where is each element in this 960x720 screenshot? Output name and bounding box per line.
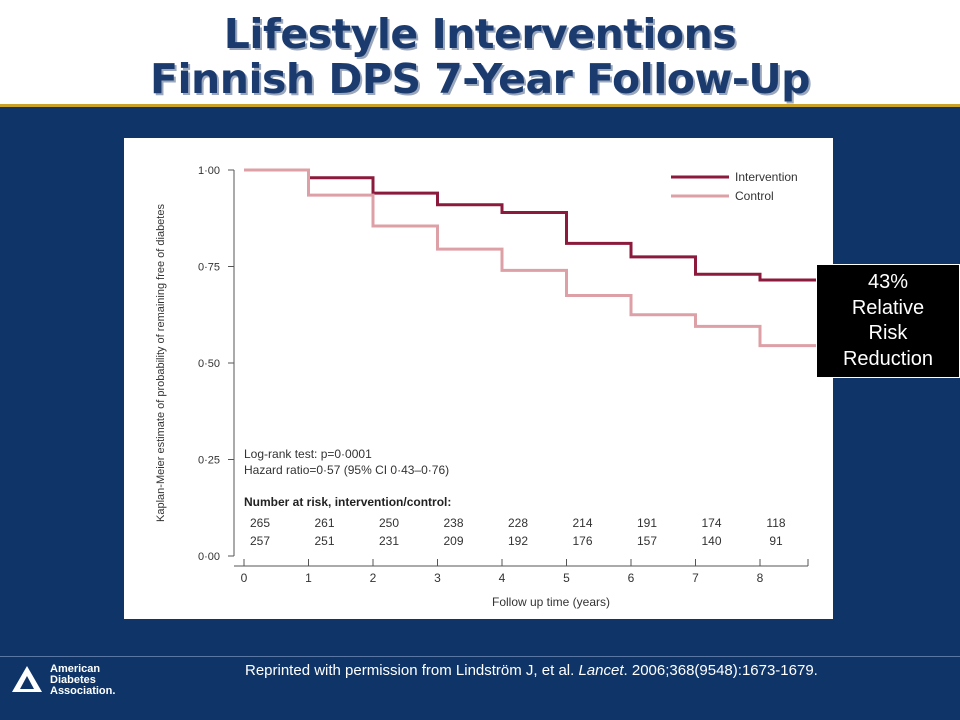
logo-line: Association. [50,685,116,697]
km-chart: 0·00 0·25 0·50 0·75 1·00 0 1 2 3 4 5 6 7 8 Follow up t… [155,165,819,609]
logo-text: American Diabetes Association. [50,664,115,697]
x-tick-label: 2 [370,571,377,585]
at-risk-control: 192 [508,534,528,548]
logrank-annotation: Log-rank test: p=0·0001 [244,447,372,461]
title-band: Lifestyle Interventions Finnish DPS 7-Ye… [0,0,960,104]
chart-panel: 0·00 0·25 0·50 0·75 1·00 0 1 2 3 4 5 6 7 8 Follow up t… [124,138,833,619]
at-risk-control: 157 [637,534,657,548]
callout-line: Relative [851,296,925,319]
callout-line: Reduction [842,347,934,370]
hazard-annotation: Hazard ratio=0·57 (95% CI 0·43–0·76) [244,463,449,477]
callout-line: 43% [867,271,909,293]
at-risk-intervention: 228 [508,516,528,530]
logo-line: Diabetes [50,674,96,686]
at-risk-intervention: 265 [250,516,270,530]
at-risk-intervention: 118 [766,516,785,530]
x-tick-label: 6 [628,571,635,585]
ada-logo-icon [12,666,42,692]
slide-title-line-1: Lifestyle Interventions [223,10,737,58]
at-risk-intervention: 191 [637,516,657,530]
at-risk-control: 176 [572,534,592,548]
reference-prefix: Reprinted with permission from Lindström… [245,662,579,679]
legend-label: Control [735,189,774,203]
y-tick-label: 0·50 [198,358,220,370]
km-curve-intervention [244,168,819,282]
reference-suffix: . 2006;368(9548):1673-1679. [623,662,818,679]
slide-title-line-2: Finnish DPS 7-Year Follow-Up [150,55,810,103]
x-tick-label: 8 [757,571,764,585]
at-risk-control: 140 [701,534,721,548]
reference-journal: Lancet [578,662,624,679]
at-risk-intervention: 174 [701,516,721,530]
at-risk-intervention: 250 [379,516,399,530]
y-tick-label: 0·25 [198,455,220,467]
reference-text: Reprinted with permission from Lindström… [245,662,818,679]
at-risk-control: 251 [314,534,334,548]
legend-label: Intervention [735,170,798,184]
y-tick-label: 0·75 [198,262,220,274]
rrr-callout: 43% Relative Risk Reduction [816,264,960,378]
at-risk-title: Number at risk, intervention/control: [244,495,451,509]
y-tick-label: 1·00 [198,165,220,177]
at-risk-intervention: 261 [314,516,334,530]
x-tick-label: 3 [434,571,441,585]
x-tick-label: 4 [499,571,506,585]
ada-logo: American Diabetes Association. [10,664,120,704]
x-axis-title: Follow up time (years) [492,595,610,609]
footer-rule [0,656,960,657]
at-risk-control: 209 [443,534,463,548]
y-tick-label: 0·00 [198,551,220,563]
at-risk-control: 231 [379,534,399,548]
y-axis-title: Kaplan-Meier estimate of probability of … [155,204,167,522]
km-curve-control [244,168,819,348]
x-tick-label: 0 [241,571,248,585]
at-risk-intervention: 214 [572,516,592,530]
x-tick-label: 7 [692,571,699,585]
callout-line: Risk [868,322,908,344]
x-tick-label: 1 [305,571,312,585]
logo-line: American [50,663,101,675]
at-risk-control: 91 [769,534,783,548]
at-risk-control: 257 [250,534,270,548]
at-risk-intervention: 238 [443,516,463,530]
x-tick-label: 5 [563,571,570,585]
title-rule [0,104,960,107]
